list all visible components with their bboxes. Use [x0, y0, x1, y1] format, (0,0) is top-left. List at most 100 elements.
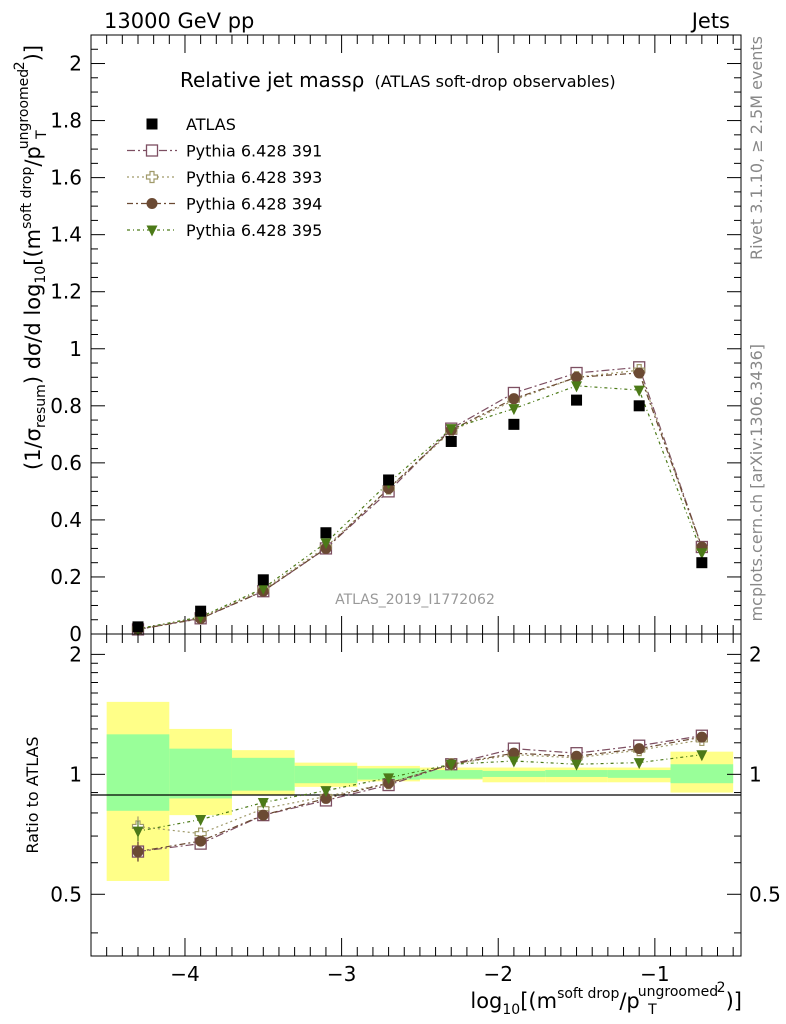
ratio-series-point [571, 759, 583, 771]
ratio-series-point [445, 759, 457, 771]
legend-label: Pythia 6.428 391 [186, 142, 322, 161]
ratio-y-axis-label: Ratio to ATLAS [23, 736, 42, 853]
legend-marker-atlas [146, 118, 158, 130]
x-axis-label: log10[(msoft drop/pungroomed T2)] [470, 980, 742, 1018]
atlas-data-point [320, 527, 332, 539]
ratio-band-inner [231, 757, 295, 791]
x-tick-label: −3 [327, 962, 356, 986]
main-y-tick-label: 1 [69, 337, 82, 361]
main-y-tick-label: 0.4 [50, 508, 82, 532]
ratio-series-point [132, 846, 144, 858]
ratio-series-point [195, 835, 207, 847]
ratio-series-point [195, 815, 207, 827]
main-series-line [137, 369, 703, 630]
ratio-band-inner [607, 770, 671, 778]
main-series-point [633, 385, 645, 397]
main-axis-ticks [90, 34, 741, 635]
ratio-band-inner [106, 734, 170, 811]
ratio-band-inner [169, 748, 232, 799]
main-y-tick-label: 2 [69, 52, 82, 76]
x-tick-label: −4 [170, 962, 199, 986]
ratio-y-tick-label-left: 1 [69, 762, 82, 786]
ratio-series-line [137, 735, 702, 853]
atlas-data-point [696, 557, 708, 569]
ratio-series-line [137, 754, 702, 832]
ratio-band-inner [419, 770, 483, 779]
atlas-data-point [633, 400, 645, 412]
ratio-series-point [320, 792, 332, 804]
main-y-tick-label: 0.8 [50, 394, 82, 418]
main-series-line [137, 372, 703, 631]
ratio-y-tick-label-left: 2 [69, 642, 82, 666]
atlas-data-point [257, 574, 269, 586]
atlas-data-point [132, 621, 144, 633]
ratio-series-point [571, 750, 583, 762]
main-series-point [508, 404, 520, 416]
ratio-y-tick-label-left: 0.5 [50, 882, 82, 906]
main-series-point [571, 381, 583, 393]
ratio-series-point [633, 758, 645, 770]
ratio-series-point [508, 756, 520, 768]
ratio-y-tick-label-right: 0.5 [749, 882, 781, 906]
main-series-point [257, 583, 269, 595]
atlas-data-point [383, 474, 395, 486]
atlas-data-point [571, 394, 583, 406]
main-y-tick-label: 1.8 [50, 109, 82, 133]
main-y-tick-label: 1.2 [50, 280, 82, 304]
ratio-series-point [257, 797, 269, 809]
ratio-series-point [696, 731, 708, 743]
x-tick-label: −1 [640, 962, 669, 986]
ratio-uncertainty-bands [106, 701, 734, 881]
main-series-point [571, 371, 583, 383]
legend: ATLAS Pythia 6.428 391 Pythia 6.428 393 Pyt… [127, 115, 322, 240]
main-series-point [445, 424, 457, 436]
main-series-point [320, 538, 332, 550]
atlas-data-point [445, 435, 457, 447]
main-y-tick-label: 1.4 [50, 223, 82, 247]
ratio-y-tick-labels: 0.5 0.5 1 1 2 2 [50, 642, 781, 906]
plot-title-main: Relative jet massρ [180, 68, 364, 92]
plot-title: Relative jet massρ (ATLAS soft-drop obse… [180, 68, 616, 92]
legend-marker [146, 198, 158, 209]
main-y-tick-label: 0 [69, 622, 82, 646]
ratio-band-inner [294, 765, 358, 784]
main-y-tick-label: 0.6 [50, 451, 82, 475]
plot-title-sub: (ATLAS soft-drop observables) [374, 72, 615, 91]
ratio-panel: 0.5 0.5 1 1 2 2 −4 −3 −2 −1 Ratio to ATLAS log10… [23, 633, 781, 1018]
header-left: 13000 GeV pp [104, 9, 254, 33]
rivet-label: Rivet 3.1.10, ≥ 2.5M events [747, 36, 766, 260]
legend-marker [146, 225, 158, 237]
x-tick-labels: −4 −3 −2 −1 [170, 962, 669, 986]
ratio-plot-marks [131, 729, 708, 862]
ratio-series-point [633, 743, 645, 755]
main-y-tick-label: 1.6 [50, 166, 82, 190]
main-series-point [696, 548, 708, 560]
ratio-series-point [257, 809, 269, 821]
header-right: Jets [690, 9, 730, 33]
legend-label: ATLAS [186, 115, 236, 134]
main-series-line [137, 366, 703, 631]
ratio-series-point [320, 786, 332, 798]
main-plot-marks [131, 361, 708, 636]
mcplots-label: mcplots.cern.ch [arXiv:1306.3436] [747, 344, 766, 621]
legend-label: Pythia 6.428 395 [186, 221, 322, 240]
ratio-series-point [132, 826, 144, 838]
main-series-point [508, 393, 520, 405]
ratio-band-inner [545, 770, 608, 777]
atlas-data-point [195, 605, 207, 617]
ratio-series-point [383, 773, 395, 785]
legend-label: Pythia 6.428 394 [186, 195, 322, 214]
legend-label: Pythia 6.428 393 [186, 168, 322, 187]
main-y-tick-label: 0.2 [50, 565, 82, 589]
ratio-plot-frame [90, 633, 742, 957]
main-y-tick-labels: 0 0.2 0.4 0.6 0.8 1 1.2 1.4 1.6 1.8 2 [50, 52, 82, 646]
watermark: ATLAS_2019_I1772062 [335, 592, 495, 608]
main-y-axis-label: (1/σresum) dσ/d log10[(msoft drop/pungro… [12, 45, 50, 470]
ratio-band-inner [482, 770, 546, 777]
ratio-series-point [696, 750, 708, 762]
ratio-series-line [137, 739, 702, 835]
ratio-band-inner [670, 764, 734, 784]
x-tick-label: −2 [483, 962, 512, 986]
ratio-series-point [508, 747, 520, 759]
